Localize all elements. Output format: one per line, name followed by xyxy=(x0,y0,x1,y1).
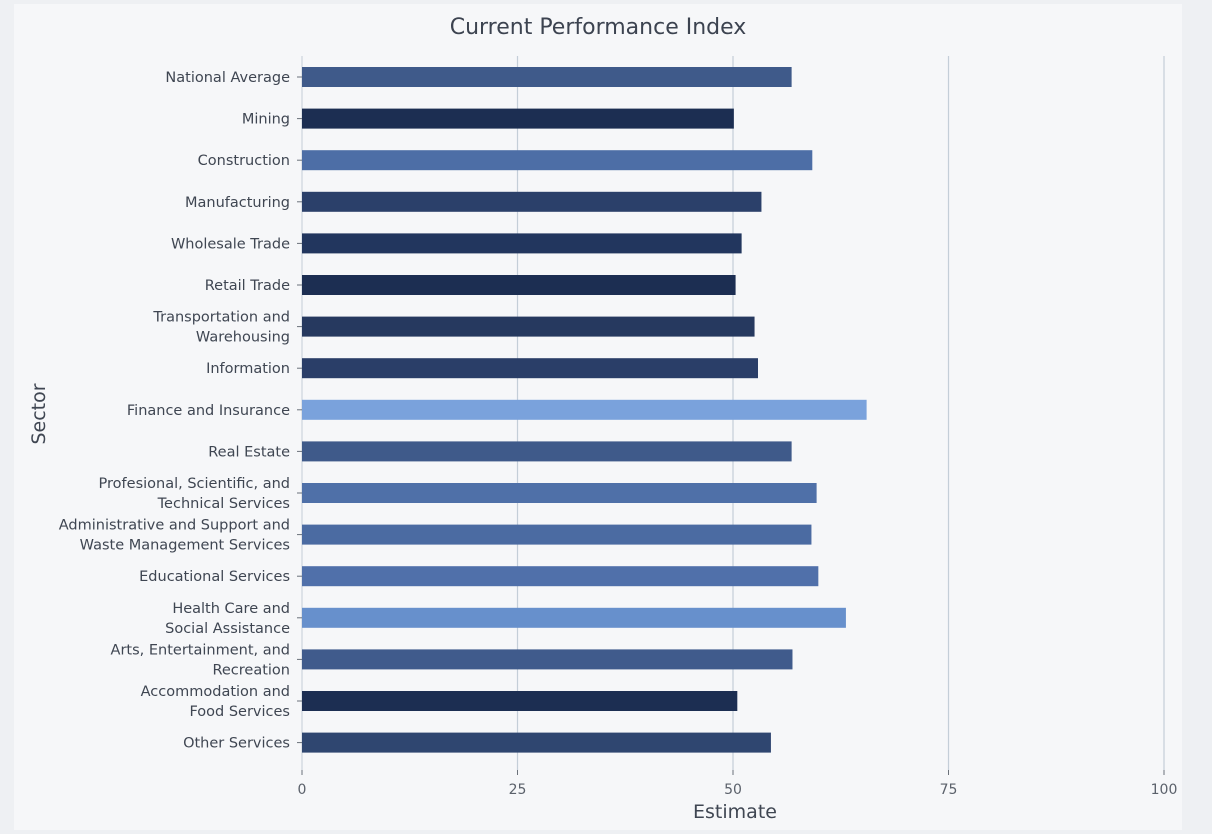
bar xyxy=(302,607,846,628)
category-label-line: Warehousing xyxy=(196,330,290,346)
category-label-line: Profesional, Scientific, and xyxy=(99,476,290,492)
bar xyxy=(302,399,867,420)
category-label-line: Accommodation and xyxy=(141,684,290,700)
category-label-line: Administrative and Support and xyxy=(59,518,290,534)
chart-panel: Current Performance Index 0 25 50 75 100 Natio… xyxy=(14,4,1182,830)
category-label: Wholesale Trade xyxy=(171,236,290,252)
bar xyxy=(302,275,736,295)
category-label: Manufacturing xyxy=(185,195,290,211)
bar xyxy=(302,566,819,587)
category-label: Accommodation and Food Services xyxy=(141,684,290,720)
bar-chart: Current Performance Index 0 25 50 75 100 Natio… xyxy=(28,15,1178,823)
bar xyxy=(302,691,738,711)
bar xyxy=(302,483,817,503)
x-tick-label: 50 xyxy=(724,782,742,798)
category-label: Other Services xyxy=(183,736,290,752)
x-axis-title: Estimate xyxy=(693,801,777,823)
category-label: Arts, Entertainment, and Recreation xyxy=(111,642,290,678)
category-label: Administrative and Support and Waste Mana… xyxy=(59,518,290,554)
x-tick-label: 100 xyxy=(1151,782,1178,798)
bar xyxy=(302,732,771,753)
category-label-line: Waste Management Services xyxy=(80,538,290,554)
category-label-line: Health Care and xyxy=(172,601,290,617)
x-tick-label: 25 xyxy=(509,782,527,798)
category-label-line: Transportation and xyxy=(152,310,290,326)
category-label-line: Technical Services xyxy=(157,496,290,512)
category-label: Information xyxy=(206,361,290,377)
bar xyxy=(302,150,813,171)
bar xyxy=(302,358,758,379)
bar xyxy=(302,649,793,670)
category-label-line: Social Assistance xyxy=(165,621,290,637)
bar xyxy=(302,191,762,212)
bar xyxy=(302,316,755,337)
x-tick-label: 0 xyxy=(298,782,307,798)
category-label: National Average xyxy=(165,70,290,86)
category-label-line: Recreation xyxy=(212,662,290,678)
chart-title: Current Performance Index xyxy=(450,15,747,40)
category-label-line: Food Services xyxy=(189,704,290,720)
category-label-line: Arts, Entertainment, and xyxy=(111,642,290,658)
category-label: Retail Trade xyxy=(205,278,290,294)
category-label: Profesional, Scientific, and Technical Se… xyxy=(99,476,290,512)
bar xyxy=(302,108,734,129)
category-label: Transportation and Warehousing xyxy=(152,310,290,346)
bar xyxy=(302,441,792,462)
y-axis-title: Sector xyxy=(28,383,50,444)
category-label: Finance and Insurance xyxy=(127,403,290,419)
x-tick-label: 75 xyxy=(940,782,958,798)
category-label: Real Estate xyxy=(208,444,290,460)
category-label: Construction xyxy=(198,153,290,169)
category-label: Educational Services xyxy=(139,569,290,585)
bar xyxy=(302,67,792,87)
category-label: Health Care and Social Assistance xyxy=(165,601,290,637)
category-label: Mining xyxy=(242,112,290,128)
bar xyxy=(302,524,812,545)
bar xyxy=(302,233,742,254)
